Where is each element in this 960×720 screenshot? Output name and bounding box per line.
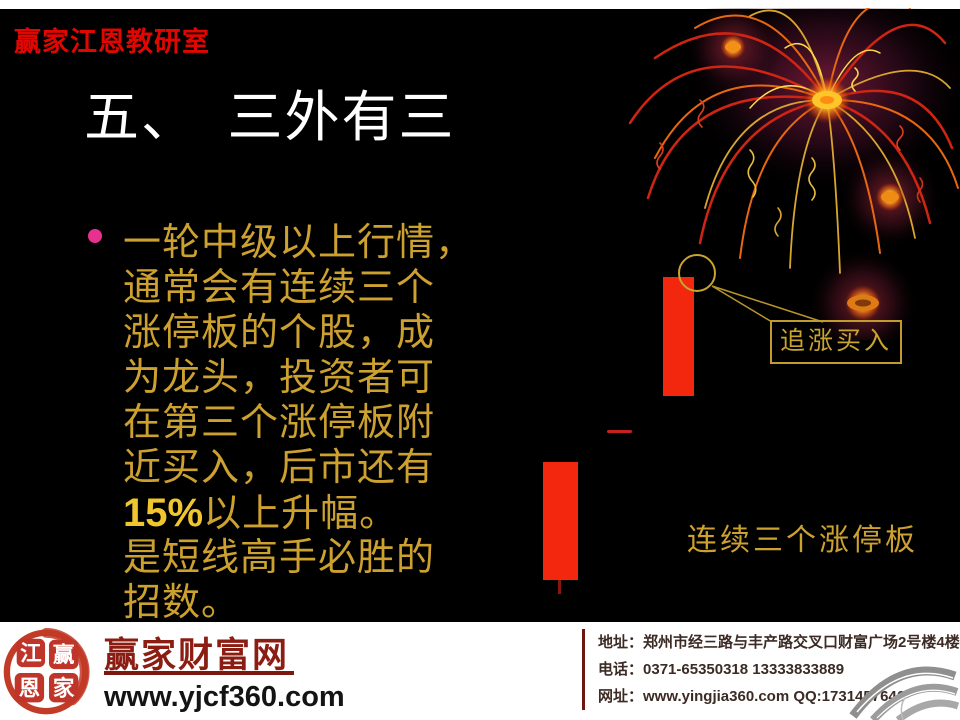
text-line: 招数。	[123, 582, 241, 624]
text-line: 通常会有连续三个	[123, 267, 436, 309]
swirl-decoration-icon	[849, 666, 960, 720]
buy-callout-box: 追涨买入	[770, 320, 902, 364]
text-line-emphasis: 15%以上升幅。	[123, 491, 513, 536]
contact-row-phone: 电话：0371-65350318 13333833889	[598, 658, 960, 685]
top-margin-strip	[0, 0, 960, 9]
contact-label: 电话：	[598, 661, 644, 678]
contact-label: 网址：	[598, 688, 644, 705]
text-line: 近买入，后市还有	[123, 447, 436, 489]
text-after-emphasis: 以上升幅。	[203, 493, 399, 535]
site-name: 赢家财富网	[104, 636, 290, 675]
text-line: 在第三个涨停板附	[123, 402, 436, 444]
bullet-icon	[88, 229, 102, 243]
contact-row-web: 网址：www.yingjia360.com QQ:1731457646	[598, 685, 960, 712]
chart-caption: 连续三个涨停板	[687, 524, 918, 557]
studio-header: 赢家江恩教研室	[14, 27, 210, 57]
bullet-paragraph: 一轮中级以上行情， 通常会有连续三个 涨停板的个股，成 为龙头，投资者可 在第三…	[123, 221, 513, 626]
logo-char: 家	[53, 675, 75, 700]
contact-value: www.yingjia360.com QQ:1731457646	[643, 688, 906, 705]
footer-divider	[582, 629, 585, 710]
contact-row-address: 地址：郑州市经三路与丰产路交叉口财富广场2号楼4楼C户	[598, 631, 960, 658]
contact-list: 地址：郑州市经三路与丰产路交叉口财富广场2号楼4楼C户 电话：0371-6535…	[598, 631, 960, 712]
candlestick-third	[663, 277, 694, 396]
slide-title: 五、 三外有三	[84, 87, 456, 148]
text-line: 是短线高手必胜的	[123, 537, 436, 579]
candlestick-first	[543, 462, 578, 580]
site-url: www.yjcf360.com	[104, 681, 345, 713]
emphasis-percent: 15%	[123, 491, 204, 535]
footer: 江 赢 恩 家 赢家财富网 www.yjcf360.com 地址：郑州市经三路与…	[0, 622, 960, 720]
text-line: 一轮中级以上行情，	[123, 222, 475, 264]
callout-pointer-lines	[711, 285, 824, 323]
logo-char: 江	[20, 641, 42, 665]
highlight-circle-icon	[678, 254, 716, 292]
contact-value: 0371-65350318 13333833889	[643, 661, 845, 678]
buy-callout-label: 追涨买入	[779, 328, 892, 355]
brand-underline	[104, 671, 294, 675]
candlestick-wick	[558, 580, 561, 594]
text-line: 为龙头，投资者可	[123, 357, 436, 399]
doji-dash	[607, 430, 632, 433]
brand-seal-icon: 江 赢 恩 家	[3, 627, 90, 715]
contact-value: 郑州市经三路与丰产路交叉口财富广场2号楼4楼C户	[643, 634, 960, 651]
logo-char: 恩	[19, 676, 41, 700]
text-line: 涨停板的个股，成	[123, 312, 436, 354]
logo-char: 赢	[53, 642, 75, 667]
fireworks-icon	[628, 8, 960, 340]
contact-label: 地址：	[598, 634, 644, 651]
